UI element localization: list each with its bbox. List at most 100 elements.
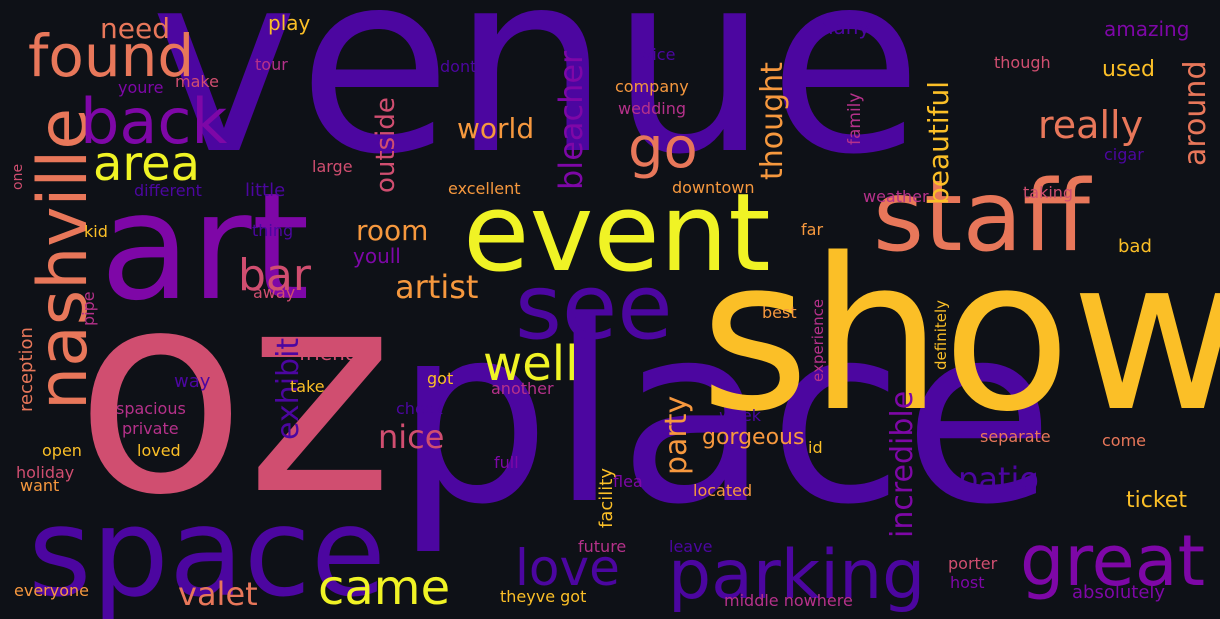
word-leave: leave	[669, 537, 712, 556]
word-youll: youll	[353, 244, 401, 268]
word-tour: tour	[255, 55, 288, 74]
word-valet: valet	[178, 575, 258, 613]
word-little: little	[245, 180, 285, 201]
word-see: see	[515, 255, 673, 360]
word-around: around	[1178, 61, 1213, 166]
word-amazing: amazing	[1104, 17, 1189, 41]
word-way: way	[174, 371, 211, 392]
word-youre: youre	[118, 78, 163, 97]
word-id: id	[808, 438, 823, 457]
word-many: many	[814, 15, 870, 39]
word-weather: weather	[863, 187, 929, 206]
word-gorgeous: gorgeous	[702, 425, 804, 450]
word-downtown: downtown	[672, 178, 754, 197]
word-artist: artist	[395, 268, 478, 306]
word-well: well	[483, 336, 578, 392]
word-room: room	[356, 214, 428, 247]
word-bleacher: bleacher	[552, 50, 590, 190]
word-show: show	[700, 213, 1220, 458]
word-private: private	[122, 419, 179, 438]
word-week: week	[719, 406, 762, 425]
word-ticket: ticket	[1126, 488, 1187, 513]
word-different: different	[134, 181, 202, 200]
word-absolutely: absolutely	[1072, 582, 1165, 603]
word-another: another	[491, 379, 554, 398]
word-facility: facility	[596, 468, 617, 528]
word-company: company	[615, 77, 689, 96]
word-open: open	[42, 441, 82, 460]
word-pipe: pipe	[79, 291, 98, 326]
word-best: best	[762, 303, 797, 322]
word-incredible: incredible	[885, 391, 920, 538]
word-host: host	[950, 573, 985, 592]
word-kid: kid	[84, 222, 108, 241]
word-friend: friend	[299, 341, 358, 365]
word-porter: porter	[948, 554, 998, 573]
word-bar: bar	[238, 250, 312, 301]
word-outside: outside	[371, 97, 401, 193]
word-twice: twice	[633, 45, 675, 64]
word-need: need	[100, 12, 170, 45]
word-dont: dont	[440, 57, 476, 76]
word-space: space	[28, 482, 386, 619]
word-place: place	[395, 273, 1054, 558]
word-future: future	[578, 537, 626, 556]
word-art: art	[100, 161, 310, 333]
word-taking: taking	[1023, 183, 1073, 202]
word-venue: venue	[150, 0, 922, 209]
word-nice: nice	[378, 418, 444, 456]
word-oz: oz	[75, 231, 393, 557]
word-check: check	[396, 399, 444, 418]
word-come: come	[1102, 431, 1146, 450]
word-take: take	[290, 377, 325, 396]
word-nashville: nashville	[24, 108, 103, 410]
word-party: party	[659, 396, 694, 475]
word-used: used	[1102, 57, 1155, 82]
word-theyve-got: theyve got	[500, 587, 586, 606]
word-holiday: holiday	[16, 463, 74, 482]
word-one: one	[10, 164, 26, 190]
word-located: located	[693, 481, 752, 500]
word-away: away	[253, 283, 295, 302]
word-patio: patio	[958, 460, 1039, 498]
word-came: came	[318, 560, 450, 616]
word-back: back	[80, 85, 227, 158]
word-exhibit: exhibit	[271, 338, 306, 440]
word-make: make	[175, 72, 219, 91]
word-far: far	[801, 220, 823, 239]
word-separate: separate	[980, 427, 1051, 446]
word-large: large	[312, 157, 353, 176]
word-found: found	[28, 22, 194, 90]
word-world: world	[457, 112, 534, 145]
word-loved: loved	[137, 441, 181, 460]
word-go: go	[628, 116, 698, 181]
word-area: area	[93, 136, 200, 192]
word-middle-nowhere: middle nowhere	[724, 591, 853, 610]
word-full: full	[494, 453, 519, 472]
word-event: event	[463, 171, 771, 296]
word-staff: staff	[873, 160, 1093, 274]
word-love: love	[515, 539, 620, 597]
word-great: great	[1020, 520, 1205, 602]
word-thought: thought	[755, 62, 790, 180]
word-experience: experience	[809, 299, 827, 382]
word-play: play	[268, 11, 311, 35]
word-spacious: spacious	[116, 399, 186, 418]
word-excellent: excellent	[448, 179, 521, 198]
word-though: though	[994, 53, 1051, 72]
word-want: want	[20, 476, 59, 495]
word-parking: parking	[668, 536, 925, 615]
word-flea: flea	[613, 472, 643, 491]
word-thing: thing	[252, 221, 293, 240]
word-reception: reception	[16, 327, 37, 412]
word-cigar: cigar	[1104, 145, 1144, 164]
word-bad: bad	[1118, 236, 1152, 257]
word-really: really	[1038, 103, 1143, 147]
word-everyone: everyone	[14, 581, 89, 600]
word-got: got	[427, 369, 453, 388]
word-wedding: wedding	[618, 99, 686, 118]
word-beautiful: beautiful	[922, 81, 955, 205]
